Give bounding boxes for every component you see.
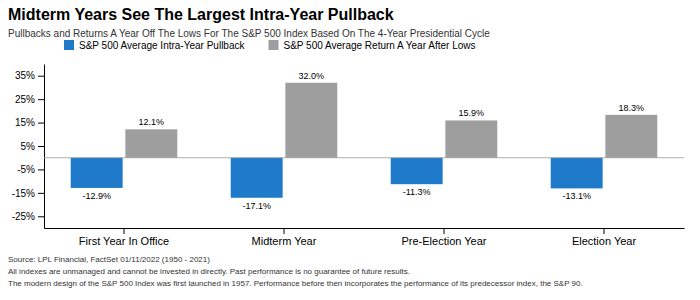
x-tick-label: Election Year (572, 235, 637, 247)
footnote: All indexes are unmanaged and cannot be … (8, 267, 410, 276)
y-axis: -25% -15% -5% 5% 15% 25% 35% (12, 65, 45, 229)
x-axis-line (45, 228, 685, 229)
data-label: -13.1% (562, 191, 591, 201)
y-tick: 25% (15, 94, 44, 105)
legend-swatch (64, 40, 74, 50)
bar (71, 158, 123, 188)
y-tick: 15% (15, 117, 44, 128)
bar (391, 158, 443, 184)
data-label: 18.3% (619, 103, 645, 113)
y-tick: 5% (21, 141, 44, 152)
bar-series (125, 83, 657, 158)
y-tick-label: 15% (15, 117, 35, 128)
x-tick: Pre-Election Year (402, 228, 487, 247)
bar (551, 158, 603, 189)
data-labels: -12.9% -17.1% -11.3% -13.1% 12.1% 32.0% 15.9% 1… (82, 71, 644, 211)
x-axis: First Year In Office Midterm Year Pre-Elec… (45, 228, 685, 247)
y-tick: -15% (12, 188, 44, 199)
y-tick-mark (38, 76, 44, 77)
y-tick-label: -25% (12, 211, 35, 222)
chart: Midterm Years See The Largest Intra-Year… (0, 0, 700, 300)
y-tick: 35% (15, 70, 44, 81)
zero-line (44, 157, 684, 158)
legend-swatch (268, 40, 278, 50)
x-tick: Midterm Year (252, 228, 317, 247)
bars (71, 83, 658, 198)
bar-series (71, 158, 603, 198)
footnote: The modern design of the S&P 500 Index w… (8, 279, 583, 288)
x-tick-label: Midterm Year (252, 235, 317, 247)
title: Midterm Years See The Largest Intra-Year… (8, 6, 394, 23)
y-axis-line (44, 65, 45, 229)
legend-label: S&P 500 Average Return A Year After Lows (283, 40, 475, 51)
legend: S&P 500 Average Intra-Year Pullback S&P 5… (64, 40, 475, 51)
legend-item: S&P 500 Average Intra-Year Pullback (64, 40, 245, 51)
footnotes: Source: LPL Financial, FactSet 01/11/202… (8, 255, 583, 288)
y-tick-mark (38, 146, 44, 147)
legend-item: S&P 500 Average Return A Year After Lows (268, 40, 475, 51)
data-label: -17.1% (242, 201, 271, 211)
y-tick-mark (38, 169, 44, 170)
y-tick-mark (38, 123, 44, 124)
y-tick-label: 25% (15, 94, 35, 105)
subtitle: Pullbacks and Returns A Year Off The Low… (8, 28, 490, 39)
data-label: 12.1% (139, 117, 165, 127)
data-label: 15.9% (459, 108, 485, 118)
x-tick-mark (284, 228, 285, 234)
bar (285, 83, 337, 158)
bar (605, 115, 657, 158)
y-tick: -25% (12, 211, 44, 222)
x-tick: First Year In Office (79, 228, 169, 247)
x-tick-mark (124, 228, 125, 234)
bar (445, 120, 497, 157)
y-tick-label: 35% (15, 70, 35, 81)
y-tick-mark (38, 99, 44, 100)
footnote: Source: LPL Financial, FactSet 01/11/202… (8, 255, 210, 264)
x-tick-label: First Year In Office (79, 235, 169, 247)
data-label: -12.9% (82, 191, 111, 201)
data-label: 32.0% (299, 71, 325, 81)
x-tick-mark (444, 228, 445, 234)
x-tick: Election Year (572, 228, 637, 247)
y-tick-label: 5% (21, 141, 36, 152)
legend-label: S&P 500 Average Intra-Year Pullback (79, 40, 245, 51)
bar (125, 129, 177, 157)
bar (231, 158, 283, 198)
y-tick-label: -5% (17, 164, 35, 175)
y-tick-label: -15% (12, 188, 35, 199)
y-tick-mark (38, 193, 44, 194)
x-tick-label: Pre-Election Year (402, 235, 487, 247)
y-tick: -5% (17, 164, 44, 175)
x-tick-mark (604, 228, 605, 234)
y-tick-mark (38, 216, 44, 217)
data-label: -11.3% (403, 187, 431, 197)
